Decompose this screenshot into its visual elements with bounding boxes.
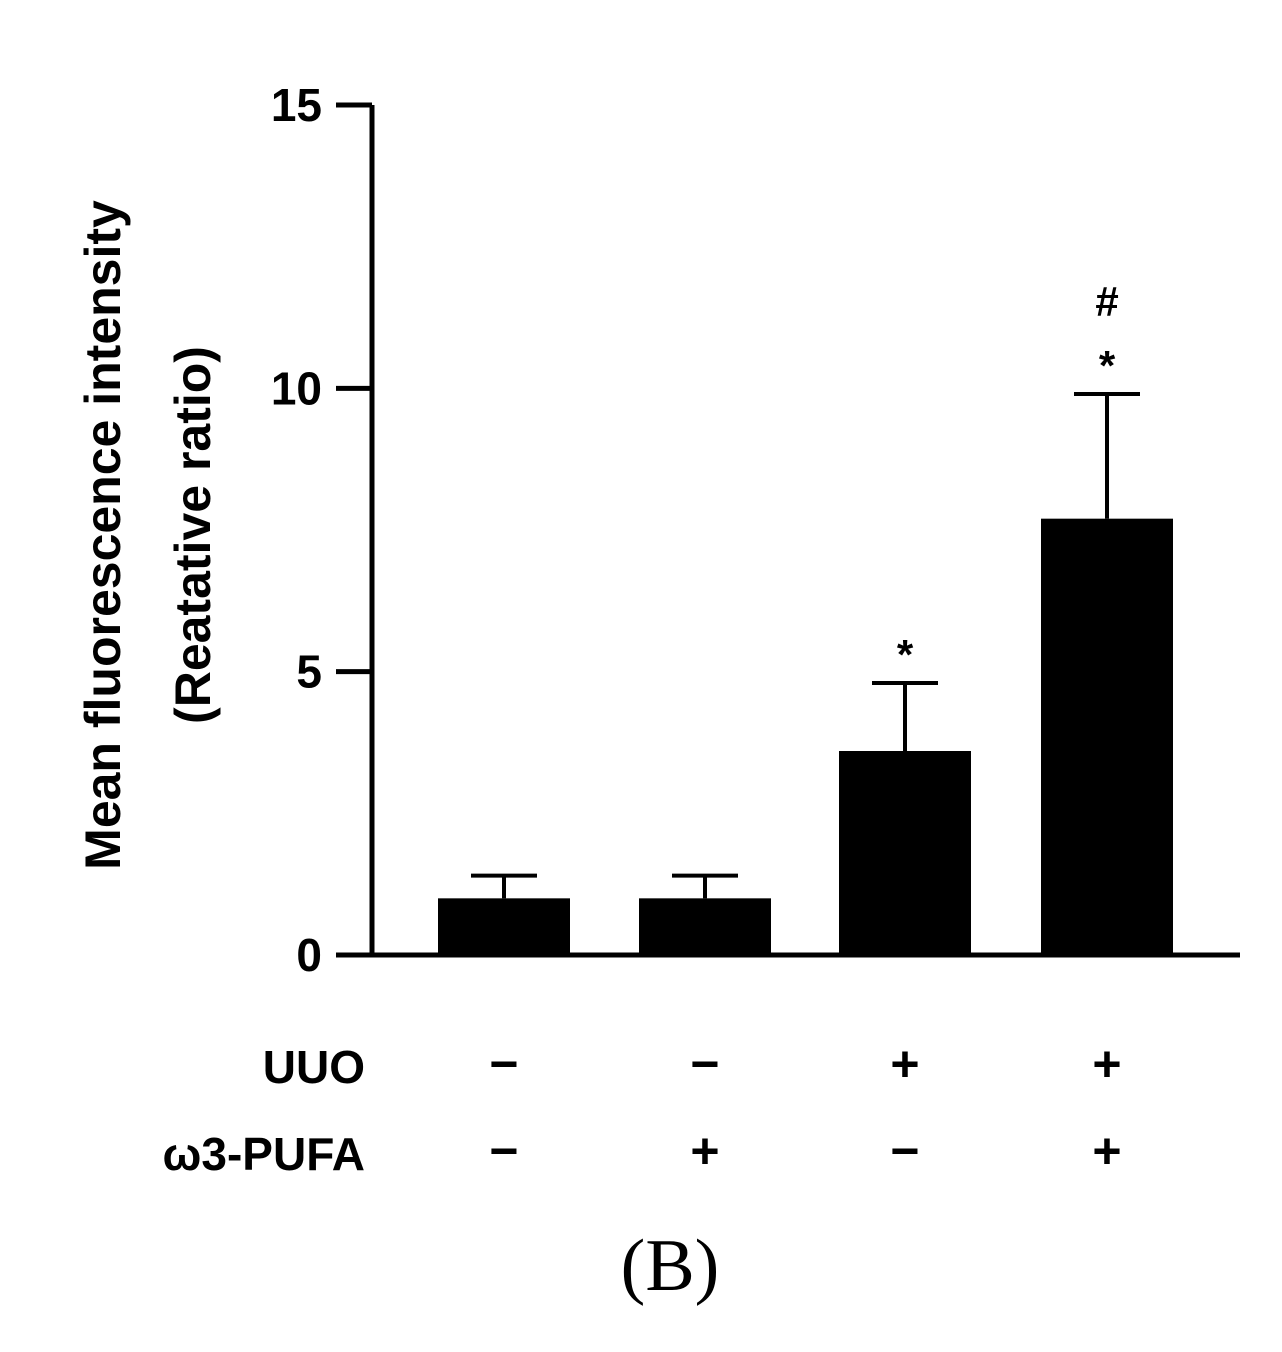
factor-sign: −	[489, 1036, 518, 1092]
y-axis: 0 5 10 15 Mean fluorescence intensity (Reatat…	[75, 79, 375, 981]
bar	[438, 898, 570, 955]
y-tick-label: 0	[296, 929, 322, 981]
significance-star: *	[1099, 342, 1116, 389]
factor-sign: −	[890, 1123, 919, 1179]
y-axis-label-line: Mean fluorescence intensity	[75, 200, 131, 870]
factor-sign: +	[1092, 1036, 1121, 1092]
significance-star: *	[897, 631, 914, 678]
y-tick-label: 5	[296, 646, 322, 698]
factor-label: ω3-PUFA	[163, 1128, 365, 1180]
bar	[1041, 518, 1173, 955]
y-tick-label: 10	[271, 362, 322, 414]
significance-hash: #	[1095, 278, 1118, 325]
error-bars	[471, 392, 1140, 899]
significance-annotations: * * #	[897, 278, 1119, 678]
factor-sign: −	[690, 1036, 719, 1092]
y-axis-label-line: (Reatative ratio)	[165, 346, 221, 724]
factor-sign: −	[489, 1123, 518, 1179]
bar	[839, 751, 971, 955]
bars	[438, 518, 1173, 955]
y-axis-label: Mean fluorescence intensity (Reatative ra…	[75, 200, 221, 870]
factor-label: UUO	[263, 1041, 365, 1093]
factor-table: UUO − − + + ω3-PUFA − + − +	[163, 1036, 1122, 1180]
factor-sign: +	[890, 1036, 919, 1092]
panel-label: (B)	[621, 1225, 720, 1307]
factor-sign: +	[690, 1123, 719, 1179]
bar	[639, 898, 771, 955]
y-tick-label: 15	[271, 79, 322, 131]
factor-sign: +	[1092, 1123, 1121, 1179]
